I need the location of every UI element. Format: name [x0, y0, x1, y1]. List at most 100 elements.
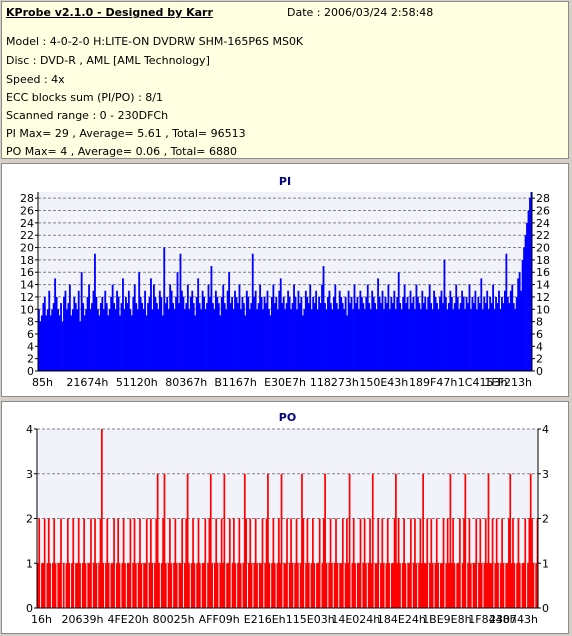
po-bar	[450, 563, 453, 608]
pi-bar	[300, 296, 303, 371]
pi-bar	[272, 284, 275, 371]
pi-bar	[76, 309, 79, 371]
pi-xtick-label: B1167h	[214, 376, 257, 389]
po-bar	[121, 563, 124, 608]
pi-bar	[228, 272, 231, 371]
pi-bar	[288, 296, 291, 371]
pi-bar	[170, 290, 173, 371]
pi-bar	[313, 303, 316, 371]
po-bar	[390, 563, 393, 608]
pi-bar	[113, 303, 116, 371]
po-bar	[425, 563, 427, 608]
po-bar	[488, 563, 491, 608]
po-bar	[98, 563, 100, 608]
pi-bar	[144, 290, 146, 371]
pi-bar	[204, 309, 207, 371]
pi-bar	[71, 309, 74, 371]
pi-bar	[116, 290, 118, 371]
po-bar	[475, 518, 478, 608]
po-bar	[331, 563, 333, 608]
pi-bar	[39, 321, 42, 371]
po-bar	[258, 563, 261, 608]
po-bar	[399, 563, 401, 608]
po-bar	[408, 563, 411, 608]
po-bar	[324, 473, 326, 608]
pi-bar	[88, 284, 90, 371]
pi-bar	[301, 315, 304, 371]
pi-bar	[150, 278, 152, 371]
po-bar	[220, 518, 223, 608]
pi-bar	[319, 303, 322, 371]
pi-bar	[493, 309, 496, 371]
pi-bar	[368, 303, 371, 371]
po-bar	[302, 518, 305, 608]
pi-bar	[293, 284, 295, 371]
pi-bar	[511, 284, 514, 371]
pi-bar	[98, 315, 101, 371]
pi-ytick-left: 8	[27, 316, 34, 329]
pi-bar	[456, 296, 459, 371]
pi-bar	[45, 315, 48, 371]
po-bar	[420, 563, 423, 608]
pi-bar	[270, 296, 273, 371]
po-bar	[95, 563, 98, 608]
pi-ytick-right: 28	[536, 192, 550, 205]
po-xtick-label: 14E024h	[331, 613, 380, 626]
po-bar	[452, 518, 454, 608]
pi-bar	[164, 303, 167, 371]
po-xtick-label: 230743h	[489, 613, 538, 626]
po-bar	[441, 563, 444, 608]
po-ytick-left: 2	[26, 513, 33, 526]
pi-xtick-label: 189F47h	[409, 376, 457, 389]
pi-bar	[523, 247, 525, 371]
po-bar	[60, 518, 62, 608]
pi-bar	[431, 309, 434, 371]
po-bar	[422, 473, 424, 608]
pi-bar	[127, 290, 130, 371]
po-bar	[445, 563, 448, 608]
pi-bar	[194, 315, 197, 371]
po-bar	[107, 563, 110, 608]
pi-bar	[226, 290, 229, 371]
pi-bar	[343, 309, 346, 371]
pi-bar	[105, 303, 108, 371]
pi-bar	[306, 296, 309, 371]
pi-bar	[198, 303, 201, 371]
pi-bar	[341, 303, 344, 371]
po-bar	[313, 563, 316, 608]
po-bar	[403, 518, 405, 608]
pi-bar	[253, 296, 256, 371]
po-bar	[43, 518, 46, 608]
pi-bar	[414, 309, 416, 371]
pi-bar	[242, 303, 245, 371]
pi-ytick-right: 18	[536, 254, 550, 267]
pi-bar	[416, 296, 419, 371]
pi-bar	[325, 309, 328, 371]
pi-bar	[496, 303, 499, 371]
pi-bar	[418, 303, 421, 371]
po-bar	[456, 563, 459, 608]
pi-bar	[428, 284, 431, 371]
pi-bar	[424, 296, 427, 371]
po-bar	[124, 563, 126, 608]
pi-xtick-label: 85h	[32, 376, 53, 389]
pi-bar	[378, 296, 381, 371]
po-bar	[329, 518, 332, 608]
pi-bar	[231, 296, 233, 371]
po-bar	[419, 518, 422, 608]
pi-bar	[114, 309, 117, 371]
pi-bar	[183, 309, 186, 371]
pi-bar	[155, 303, 158, 371]
pi-bar	[449, 290, 452, 371]
pi-ytick-right: 20	[536, 242, 550, 255]
po-bar	[190, 563, 193, 608]
po-bar	[484, 518, 487, 608]
po-bar	[434, 563, 437, 608]
po-xtick-label: 16h	[31, 613, 52, 626]
pi-bar	[403, 284, 406, 371]
pi-bar	[269, 315, 272, 371]
pi-ytick-right: 2	[536, 353, 543, 366]
po-bar	[65, 563, 68, 608]
pi-bar	[138, 272, 141, 371]
